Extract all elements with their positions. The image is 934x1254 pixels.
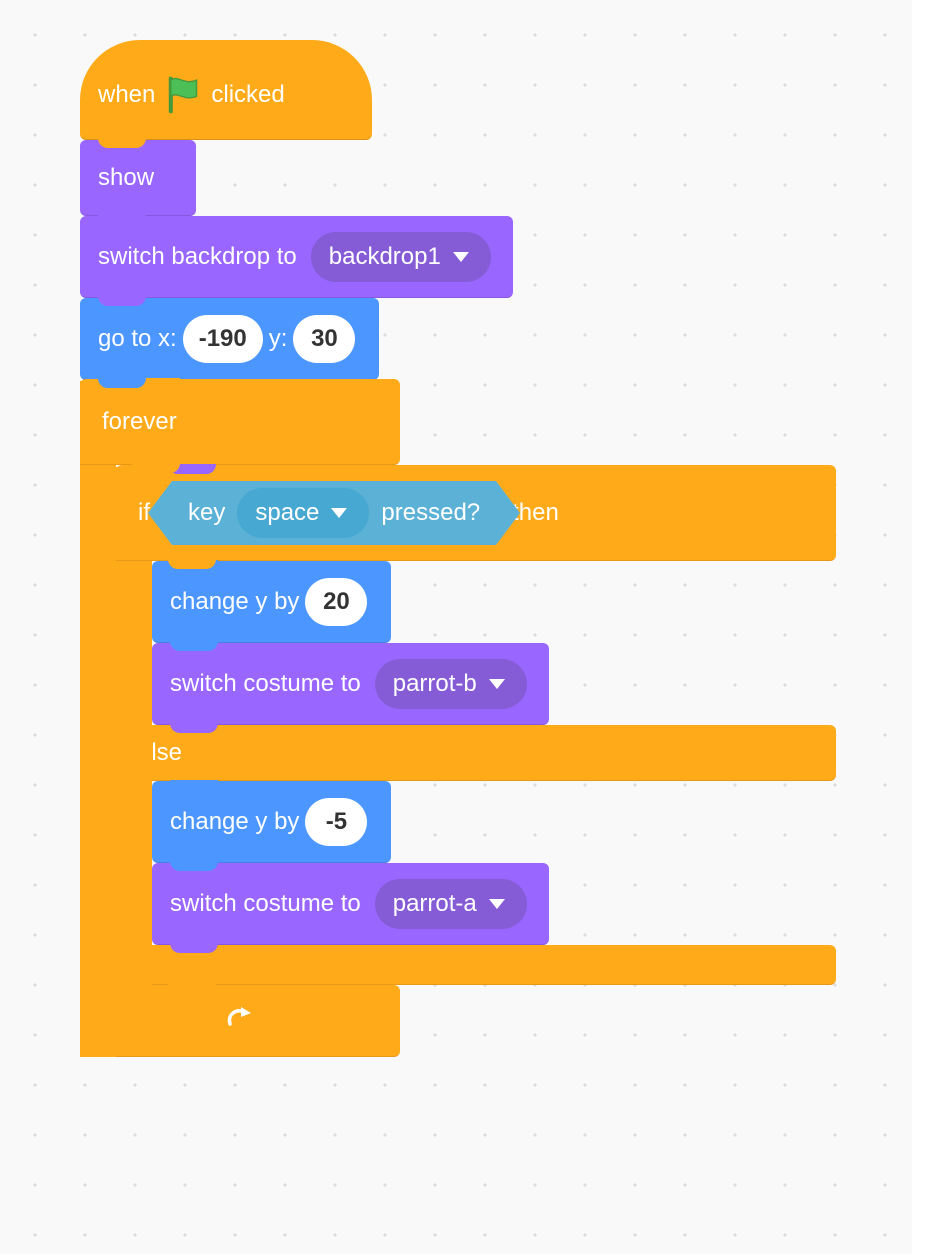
- block-show[interactable]: show: [80, 140, 196, 216]
- scratch-script-canvas: when clicked show switch backdrop to bac…: [0, 0, 934, 1117]
- chevron-down-icon: [453, 252, 469, 262]
- block-goto-xy[interactable]: go to x: -190 y: 30: [80, 298, 379, 380]
- goto-y-input[interactable]: 30: [293, 315, 355, 363]
- backdrop-value: backdrop1: [329, 243, 441, 271]
- goto-label-x: go to x:: [98, 325, 177, 353]
- backdrop-dropdown[interactable]: backdrop1: [311, 232, 491, 282]
- if-footer: [116, 945, 836, 985]
- costume-b-value: parrot-b: [393, 670, 477, 698]
- chevron-down-icon: [489, 679, 505, 689]
- switch-costume-label: switch costume to: [170, 670, 361, 698]
- block-forever[interactable]: forever if key space: [80, 379, 400, 1057]
- costume-b-dropdown[interactable]: parrot-b: [375, 659, 527, 709]
- key-post: pressed?: [381, 499, 480, 527]
- if-header[interactable]: if key space pressed? then: [116, 465, 836, 561]
- else-body: change y by -5 switch costume to parrot-…: [152, 781, 836, 945]
- block-change-y-down[interactable]: change y by -5: [152, 781, 391, 863]
- switch-costume-label2: switch costume to: [170, 890, 361, 918]
- notch: [170, 780, 218, 790]
- goto-x-input[interactable]: -190: [183, 315, 263, 363]
- green-flag-icon: [165, 76, 201, 114]
- change-y-up-input[interactable]: 20: [305, 578, 367, 626]
- forever-label: forever: [102, 408, 177, 436]
- block-change-y-up[interactable]: change y by 20: [152, 561, 391, 643]
- forever-footer: [80, 985, 400, 1057]
- block-switch-costume-a[interactable]: switch costume to parrot-a: [152, 863, 549, 945]
- else-header[interactable]: else: [116, 725, 836, 781]
- change-y-down-input[interactable]: -5: [305, 798, 367, 846]
- block-stack[interactable]: when clicked show switch backdrop to bac…: [80, 40, 934, 1057]
- hat-text-pre: when: [98, 81, 155, 109]
- change-y-label: change y by: [170, 588, 299, 616]
- switch-backdrop-label: switch backdrop to: [98, 243, 297, 271]
- hat-when-flag-clicked[interactable]: when clicked: [80, 40, 372, 140]
- goto-label-y: y:: [269, 325, 288, 353]
- chevron-down-icon: [489, 899, 505, 909]
- forever-header[interactable]: forever: [80, 379, 400, 465]
- forever-spine: [80, 381, 116, 1057]
- key-dropdown[interactable]: space: [237, 488, 369, 538]
- if-body: change y by 20 switch costume to parrot-…: [152, 561, 836, 725]
- hat-text-post: clicked: [211, 81, 284, 109]
- block-switch-costume-b[interactable]: switch costume to parrot-b: [152, 643, 549, 725]
- sensing-key-pressed[interactable]: key space pressed?: [172, 481, 496, 545]
- key-value: space: [255, 499, 319, 527]
- block-if-else[interactable]: if key space pressed? then: [116, 465, 836, 985]
- costume-a-value: parrot-a: [393, 890, 477, 918]
- block-switch-backdrop[interactable]: switch backdrop to backdrop1: [80, 216, 513, 298]
- loop-arrow-icon: [225, 1006, 255, 1035]
- chevron-down-icon: [331, 508, 347, 518]
- change-y-label2: change y by: [170, 808, 299, 836]
- key-pre: key: [188, 499, 225, 527]
- forever-body: if key space pressed? then: [116, 465, 400, 985]
- show-label: show: [98, 164, 154, 192]
- costume-a-dropdown[interactable]: parrot-a: [375, 879, 527, 929]
